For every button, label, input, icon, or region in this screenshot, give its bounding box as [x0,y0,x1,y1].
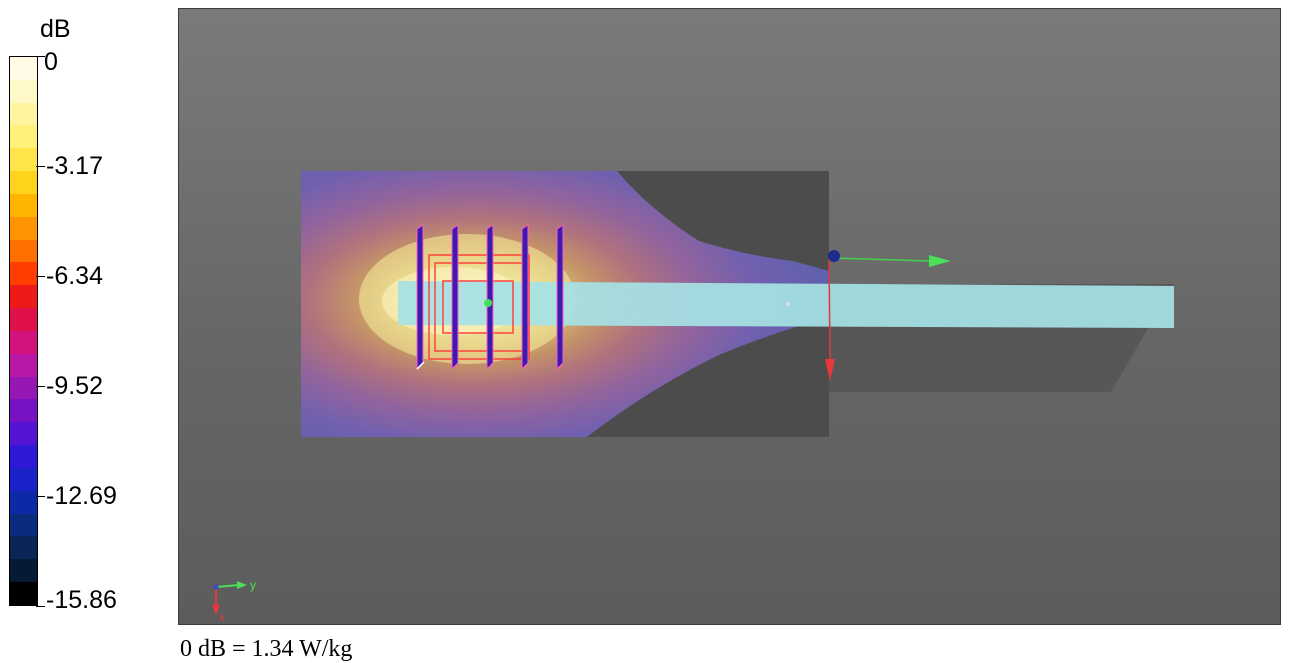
legend-swatch [10,308,37,331]
legend-tick-label: -6.34 [46,262,103,290]
legend-tick-mark [36,496,45,497]
legend-swatch [10,399,37,423]
probe-tip-mark [416,361,425,370]
legend-tick-mark [36,276,45,277]
device-bar [398,281,1174,328]
reference-value-note: 0 dB = 1.34 W/kg [180,636,353,662]
legend-swatch [10,79,37,103]
legend-tick-label: -3.17 [46,152,103,180]
legend-tick-label: -15.86 [46,586,117,614]
probe-slices [416,224,564,371]
legend-swatch [10,376,37,400]
legend-tick-label: -12.69 [46,482,117,510]
color-scale-bar [9,56,38,606]
legend-swatch [10,193,37,217]
legend-swatch [10,467,37,491]
legend-swatch [10,262,37,286]
legend-swatch [10,559,37,583]
legend-swatch [10,513,37,537]
legend-swatch [10,353,37,377]
legend-tick-label: -9.52 [46,372,103,400]
orientation-triad [212,581,247,615]
legend-swatch [10,490,37,514]
legend-swatch [10,102,37,126]
legend-swatch [10,422,37,446]
legend-swatch [10,536,37,560]
triad-y-label: y [250,578,256,592]
legend-swatch [10,285,37,309]
legend-swatch [10,171,37,194]
legend-swatch [10,330,37,354]
center-marker [484,299,492,307]
legend-tick-mark [36,606,45,607]
legend-swatch [10,582,37,605]
legend-swatch [10,57,37,80]
3d-viewport[interactable]: y x [178,8,1281,625]
reference-dot [786,302,790,306]
triad-x-label: x [219,612,225,624]
legend-swatch [10,216,37,240]
scene-render: y x [212,171,1174,624]
legend-swatch [10,125,37,149]
legend-swatch [10,148,37,172]
legend-swatch [10,445,37,468]
legend-tick-mark [36,386,45,387]
legend-tick-mark [36,56,45,57]
legend-unit-label: dB [40,15,71,43]
legend-tick-mark [36,166,45,167]
legend-tick-label: 0 [44,48,58,76]
origin-axes [825,250,951,381]
legend-swatch [10,239,37,263]
